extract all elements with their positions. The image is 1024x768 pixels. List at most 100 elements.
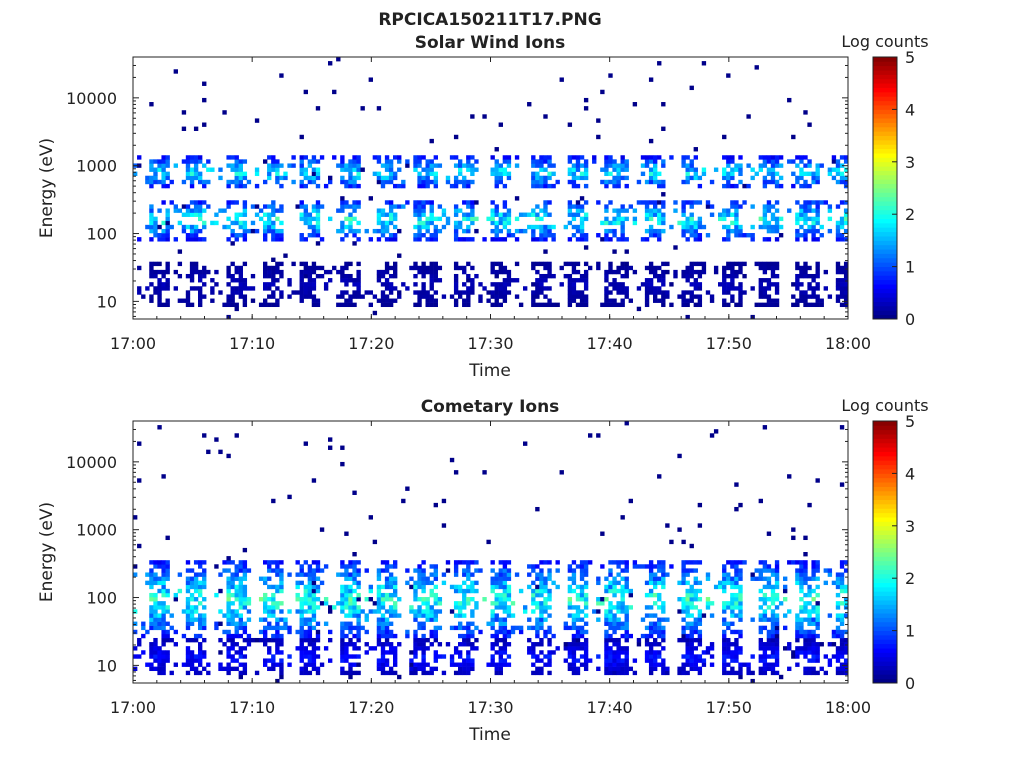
heatmap-cell bbox=[380, 625, 386, 631]
heatmap-cell bbox=[722, 633, 727, 639]
heatmap-cell bbox=[709, 433, 715, 438]
heatmap-cell bbox=[388, 580, 394, 586]
heatmap-cell bbox=[726, 175, 731, 181]
heatmap-cell bbox=[616, 605, 621, 610]
heatmap-cell bbox=[185, 302, 191, 308]
colorbar-swatch bbox=[873, 582, 897, 588]
heatmap-cell bbox=[734, 163, 739, 168]
heatmap-cell bbox=[498, 290, 503, 295]
heatmap-cell bbox=[161, 233, 166, 238]
heatmap-cell bbox=[193, 171, 199, 177]
heatmap-cell bbox=[555, 179, 560, 185]
heatmap-cell bbox=[263, 592, 268, 598]
heatmap-cell bbox=[624, 265, 629, 271]
heatmap-cell bbox=[648, 179, 654, 185]
heatmap-cell bbox=[697, 282, 703, 287]
heatmap-cell bbox=[502, 650, 508, 655]
heatmap-cell bbox=[344, 584, 349, 590]
heatmap-cell bbox=[356, 584, 361, 590]
heatmap-cell bbox=[344, 592, 349, 598]
heatmap-cell bbox=[815, 654, 820, 659]
heatmap-cell bbox=[384, 633, 390, 639]
heatmap-cell bbox=[673, 208, 678, 213]
heatmap-cell bbox=[632, 560, 638, 565]
x-tick-label: 17:20 bbox=[348, 698, 394, 717]
heatmap-cell bbox=[466, 224, 471, 230]
heatmap-cell bbox=[498, 580, 503, 586]
heatmap-cell bbox=[149, 163, 154, 168]
heatmap-cell bbox=[230, 228, 235, 234]
heatmap-cell bbox=[429, 617, 434, 622]
heatmap-cell bbox=[453, 601, 459, 606]
heatmap-cell bbox=[421, 212, 426, 217]
heatmap-cell bbox=[157, 163, 162, 168]
heatmap-cell bbox=[648, 646, 654, 651]
heatmap-cell bbox=[575, 609, 581, 614]
heatmap-cell bbox=[490, 588, 495, 594]
heatmap-cell bbox=[340, 269, 345, 275]
heatmap-cell bbox=[141, 621, 146, 626]
heatmap-cell bbox=[149, 666, 154, 672]
heatmap-cell bbox=[575, 633, 581, 639]
heatmap-cell bbox=[421, 580, 426, 586]
colorbar-swatch bbox=[873, 214, 897, 219]
heatmap-cell bbox=[579, 204, 585, 209]
heatmap-cell bbox=[758, 560, 763, 565]
heatmap-cell bbox=[839, 629, 845, 635]
heatmap-cell bbox=[263, 273, 268, 279]
heatmap-cell bbox=[774, 629, 780, 635]
heatmap-cell bbox=[222, 568, 227, 573]
heatmap-cell bbox=[795, 613, 800, 618]
heatmap-cell bbox=[551, 580, 556, 586]
heatmap-cell bbox=[648, 77, 654, 82]
heatmap-cell bbox=[425, 228, 430, 234]
heatmap-cell bbox=[681, 159, 686, 164]
heatmap-cell bbox=[303, 637, 308, 643]
heatmap-cell bbox=[843, 175, 849, 181]
heatmap-cell bbox=[315, 204, 321, 209]
heatmap-cell bbox=[299, 658, 304, 663]
heatmap-cell bbox=[689, 642, 694, 647]
heatmap-cell bbox=[238, 212, 243, 217]
heatmap-cell bbox=[600, 601, 605, 606]
heatmap-cell bbox=[575, 155, 581, 160]
heatmap-cell bbox=[437, 642, 443, 647]
heatmap-cell bbox=[555, 560, 560, 565]
heatmap-cell bbox=[307, 163, 313, 168]
heatmap-cell bbox=[173, 592, 178, 598]
heatmap-cell bbox=[242, 278, 248, 283]
heatmap-cell bbox=[494, 617, 499, 622]
heatmap-cell bbox=[376, 629, 382, 635]
heatmap-cell bbox=[141, 633, 146, 639]
heatmap-cell bbox=[506, 605, 512, 610]
heatmap-cell bbox=[835, 265, 841, 271]
heatmap-cell bbox=[275, 560, 280, 565]
heatmap-cell bbox=[413, 580, 418, 586]
heatmap-cell bbox=[384, 200, 390, 205]
heatmap-cell bbox=[226, 237, 231, 242]
heatmap-cell bbox=[774, 642, 780, 647]
heatmap-cell bbox=[494, 290, 499, 295]
heatmap-cell bbox=[531, 179, 536, 185]
heatmap-cell bbox=[238, 175, 243, 181]
heatmap-cell bbox=[275, 261, 280, 267]
heatmap-cell bbox=[835, 286, 841, 291]
heatmap-cell bbox=[612, 560, 617, 565]
heatmap-cell bbox=[380, 183, 386, 189]
heatmap-cell bbox=[722, 572, 727, 577]
heatmap-cell bbox=[571, 278, 577, 283]
heatmap-cell bbox=[384, 159, 390, 164]
heatmap-cell bbox=[364, 597, 369, 602]
heatmap-cell bbox=[372, 601, 378, 606]
heatmap-cell bbox=[644, 654, 650, 659]
heatmap-cell bbox=[234, 220, 239, 226]
heatmap-cell bbox=[575, 269, 581, 275]
heatmap-cell bbox=[579, 171, 585, 177]
heatmap-cell bbox=[226, 588, 231, 594]
heatmap-cell bbox=[165, 633, 170, 639]
heatmap-cell bbox=[811, 642, 816, 647]
heatmap-cell bbox=[608, 588, 613, 594]
heatmap-cell bbox=[153, 625, 158, 631]
heatmap-cell bbox=[344, 273, 349, 279]
heatmap-cell bbox=[376, 597, 382, 602]
